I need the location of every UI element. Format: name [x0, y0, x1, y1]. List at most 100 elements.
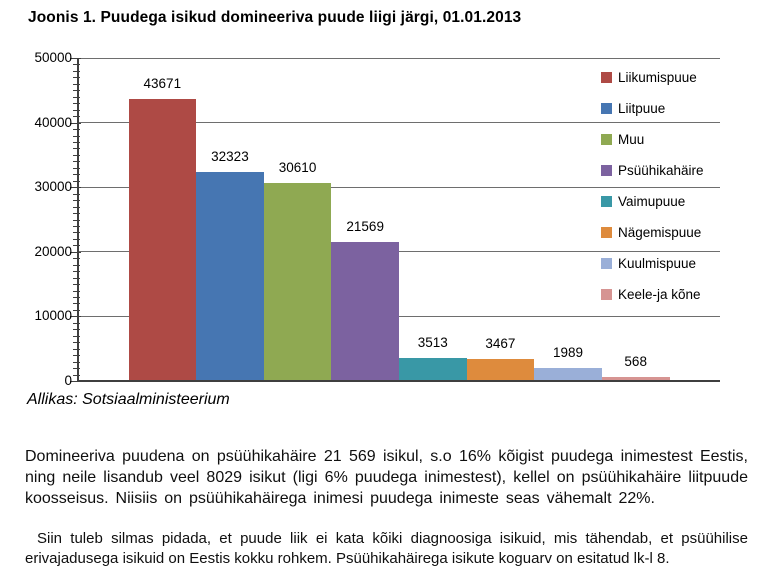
bar-ps-hikah-ire — [331, 241, 399, 381]
y-gridline — [78, 251, 720, 253]
bar-value-label: 1989 — [553, 345, 584, 361]
y-axis-tick — [73, 148, 80, 150]
legend-item-n-gemispuue: Nägemispuue — [601, 224, 701, 240]
legend-item-muu: Muu — [601, 131, 644, 147]
bar-value-label: 3513 — [417, 335, 448, 351]
y-axis-tick — [73, 368, 80, 370]
y-axis-tick — [73, 200, 80, 202]
legend-label: Liitpuue — [618, 100, 666, 116]
legend-item-keele-ja-k-ne: Keele-ja kõne — [601, 286, 701, 302]
y-axis-tick — [73, 303, 80, 305]
y-axis-tick — [73, 277, 80, 279]
legend-swatch-icon — [601, 195, 612, 207]
y-axis-tick — [73, 342, 80, 344]
y-axis-tick — [73, 245, 80, 247]
y-axis-tick — [73, 135, 80, 137]
bar-keele-ja-k-ne — [601, 377, 670, 381]
legend-swatch-icon — [601, 164, 612, 176]
y-axis-tick — [70, 58, 81, 59]
legend-label: Psüühikahäire — [618, 162, 704, 178]
y-axis-tick — [73, 225, 80, 227]
y-axis-tick-label: 50000 — [34, 50, 72, 65]
bar-value-label: 568 — [624, 354, 647, 370]
y-axis-tick — [73, 329, 80, 331]
y-axis-tick — [73, 161, 80, 163]
y-axis-tick — [70, 251, 81, 253]
bar-value-label: 43671 — [143, 75, 182, 91]
y-axis-tick-label: 10000 — [34, 308, 72, 324]
y-axis-tick — [73, 297, 80, 299]
y-axis-tick — [70, 122, 81, 124]
y-axis-tick — [73, 271, 80, 273]
y-axis-tick — [70, 381, 81, 382]
bar-vaimupuue — [399, 358, 467, 381]
legend-item-kuulmispuue: Kuulmispuue — [601, 255, 696, 271]
legend-swatch-icon — [601, 257, 612, 269]
legend-swatch-icon — [601, 71, 612, 83]
legend-label: Liikumispuue — [618, 69, 697, 85]
y-axis-tick — [73, 290, 80, 292]
y-gridline — [78, 186, 720, 188]
legend-label: Muu — [618, 131, 645, 147]
y-axis-tick — [73, 96, 80, 98]
bar-value-label: 32323 — [211, 149, 249, 165]
legend-swatch-icon — [601, 288, 612, 300]
y-axis-tick — [73, 348, 80, 350]
y-axis-tick — [73, 116, 80, 118]
legend-item-liikumispuue: Liikumispuue — [601, 69, 697, 85]
legend-item-vaimupuue: Vaimupuue — [601, 193, 685, 209]
legend-label: Nägemispuue — [618, 224, 702, 240]
y-axis-tick — [73, 77, 80, 79]
y-axis-tick — [73, 141, 80, 143]
y-axis-tick — [73, 361, 80, 363]
legend-swatch-icon — [601, 102, 612, 114]
y-axis-tick — [73, 129, 80, 131]
legend-label: Keele-ja kõne — [618, 286, 701, 302]
y-axis-tick — [73, 309, 80, 311]
y-axis-tick — [73, 103, 80, 105]
y-axis-tick-label: 0 — [64, 373, 72, 388]
y-gridline — [78, 122, 720, 124]
bar-value-label: 30610 — [278, 160, 317, 176]
y-axis-tick — [70, 187, 81, 189]
legend-label: Kuulmispuue — [618, 255, 697, 271]
y-axis-tick — [73, 284, 80, 286]
y-axis-tick — [73, 232, 80, 234]
y-axis-tick — [73, 258, 80, 260]
y-axis-tick — [73, 264, 80, 266]
bar-n-gemispuue — [466, 358, 535, 381]
y-axis-tick — [73, 109, 80, 111]
bar-kuulmispuue — [534, 368, 602, 381]
y-axis-tick — [73, 213, 80, 215]
y-axis-tick — [73, 180, 80, 182]
y-axis-tick — [73, 206, 80, 208]
bar-value-label: 21569 — [346, 218, 384, 234]
legend-swatch-icon — [601, 226, 612, 238]
bar-liitpuue — [196, 172, 264, 381]
y-axis-tick — [73, 322, 80, 324]
y-axis-tick — [73, 219, 80, 221]
y-axis-tick — [73, 193, 80, 195]
bar-value-label: 3467 — [485, 335, 516, 351]
y-axis-tick — [73, 167, 80, 169]
legend-item-ps-hikah-ire: Psüühikahäire — [601, 162, 704, 178]
y-axis-tick-label: 30000 — [34, 179, 72, 195]
source-caption: Allikas: Sotsiaalministeerium — [27, 391, 230, 408]
body-paragraph-2: Siin tuleb silmas pidada, et puude liik … — [25, 530, 748, 567]
y-axis-tick — [73, 70, 80, 72]
body-paragraph-1: Domineeriva puudena on psüühikahäire 21 … — [25, 448, 748, 507]
y-axis-tick — [70, 316, 81, 318]
y-gridline — [78, 57, 720, 59]
bar-liikumispuue — [128, 98, 197, 381]
y-axis-tick — [73, 335, 80, 337]
legend-label: Vaimupuue — [618, 193, 686, 209]
y-axis-tick — [73, 83, 80, 85]
y-axis-tick — [73, 355, 80, 357]
y-axis-tick — [73, 64, 80, 66]
y-axis-tick — [73, 90, 80, 92]
figure-title: Joonis 1. Puudega isikud domineeriva puu… — [28, 9, 522, 26]
y-axis-tick-label: 20000 — [34, 243, 72, 259]
x-axis-line — [77, 380, 720, 382]
y-axis-tick — [73, 154, 80, 156]
